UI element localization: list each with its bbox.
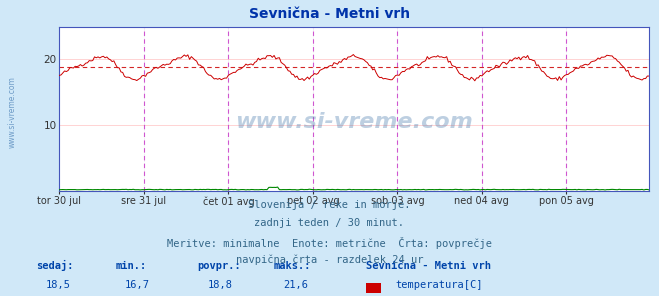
Text: Sevnična - Metni vrh: Sevnična - Metni vrh	[249, 7, 410, 21]
Text: zadnji teden / 30 minut.: zadnji teden / 30 minut.	[254, 218, 405, 228]
Text: 18,5: 18,5	[46, 280, 71, 290]
Text: navpična črta - razdelek 24 ur: navpična črta - razdelek 24 ur	[236, 255, 423, 265]
Text: sedaj:: sedaj:	[36, 260, 74, 271]
Text: Meritve: minimalne  Enote: metrične  Črta: povprečje: Meritve: minimalne Enote: metrične Črta:…	[167, 237, 492, 249]
Text: 18,8: 18,8	[208, 280, 233, 290]
Text: 21,6: 21,6	[283, 280, 308, 290]
Text: 16,7: 16,7	[125, 280, 150, 290]
Text: Slovenija / reke in morje.: Slovenija / reke in morje.	[248, 200, 411, 210]
Text: temperatura[C]: temperatura[C]	[395, 280, 483, 290]
Text: maks.:: maks.:	[273, 261, 311, 271]
Text: www.si-vreme.com: www.si-vreme.com	[8, 77, 17, 148]
Text: min.:: min.:	[115, 261, 146, 271]
Text: povpr.:: povpr.:	[198, 261, 241, 271]
Text: Sevnična - Metni vrh: Sevnična - Metni vrh	[366, 261, 491, 271]
Text: www.si-vreme.com: www.si-vreme.com	[235, 112, 473, 132]
